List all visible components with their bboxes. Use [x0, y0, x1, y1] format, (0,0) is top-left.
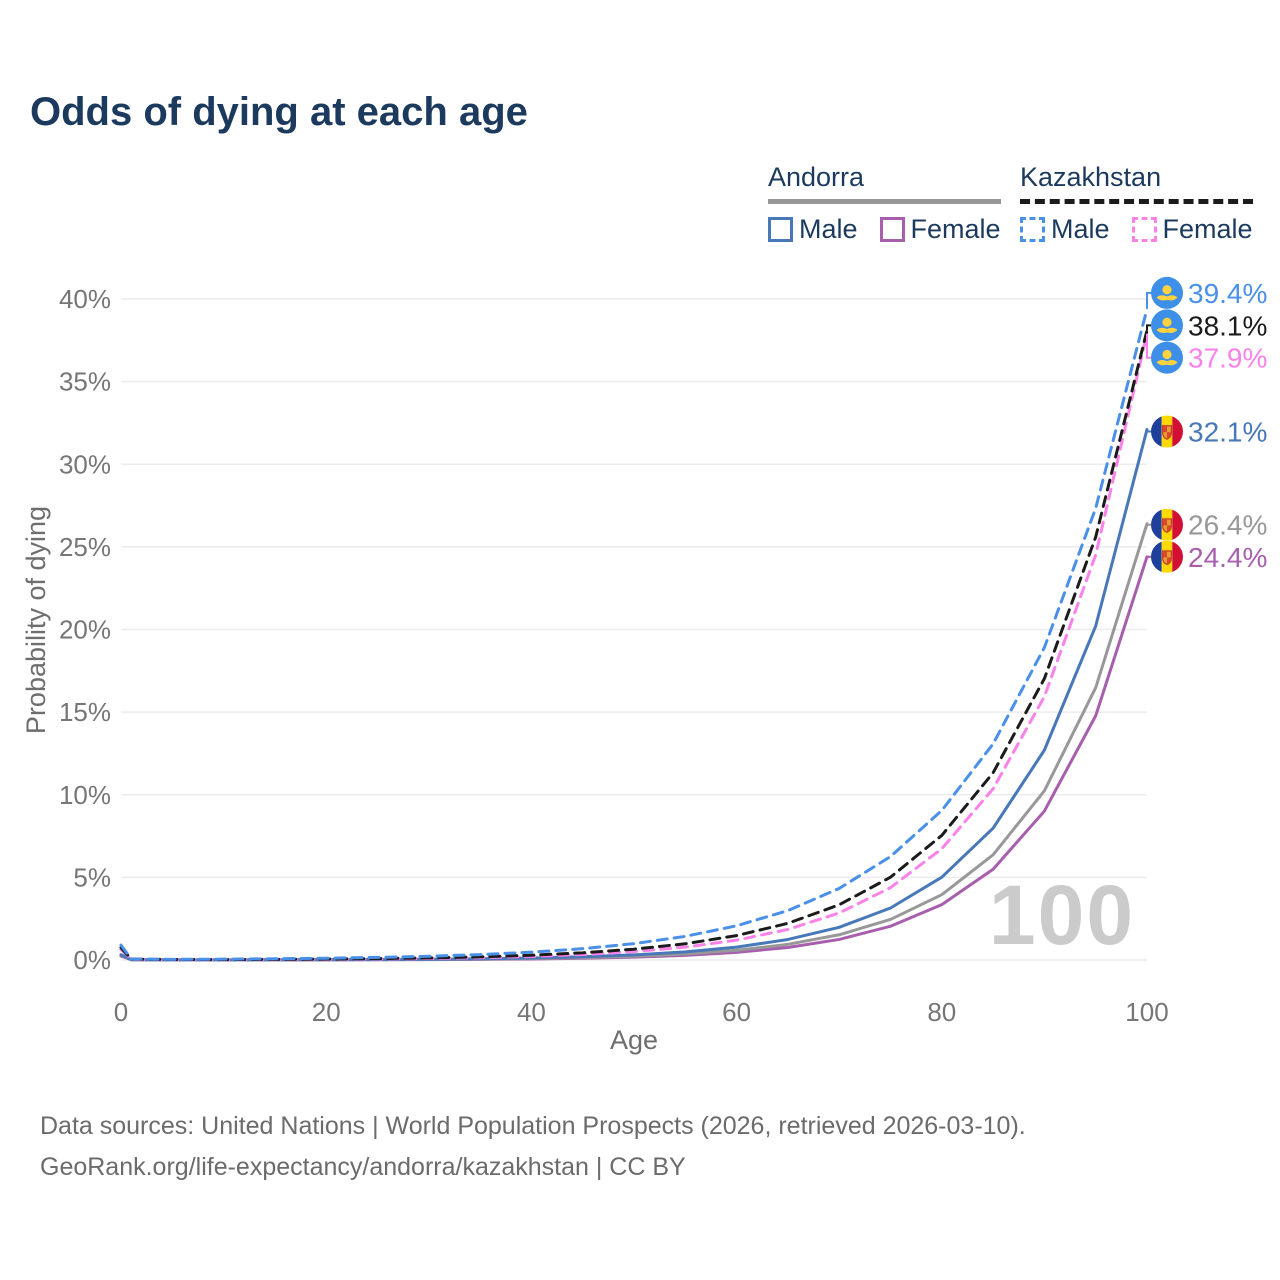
- legend-country-name: Kazakhstan: [1020, 162, 1162, 192]
- legend-item-label: Female: [910, 214, 1001, 244]
- kz-flag-icon: [1151, 276, 1183, 309]
- series-line-kazakhstan-male: [119, 307, 1149, 961]
- age-watermark: 100: [989, 868, 1135, 962]
- y-tick-label: 0%: [73, 945, 111, 975]
- x-tick-label: 40: [517, 997, 546, 1027]
- end-value-label-andorra-female: 24.4%: [1188, 542, 1267, 573]
- leader-line-kazakhstan-both: [1146, 324, 1151, 331]
- andorra-female-swatch-icon: [879, 217, 905, 242]
- y-tick-label: 15%: [59, 697, 111, 727]
- kz-flag-icon: [1151, 309, 1183, 342]
- ad-flag-icon: [1151, 416, 1183, 448]
- plot-area: 0% 5% 10% 15% 20% 25% 30% 35% 40% 0 20 40 60 80 100 39.…: [59, 276, 1267, 1027]
- legend-item-kazakhstan-male: Male: [1020, 214, 1110, 245]
- kazakhstan-female-swatch-icon: [1131, 217, 1157, 242]
- andorra-male-swatch-icon: [768, 217, 793, 242]
- y-tick-label: 25%: [59, 532, 111, 562]
- x-tick-label: 80: [927, 997, 956, 1027]
- y-tick-label: 35%: [59, 367, 111, 397]
- legend-item-andorra-female: Female: [879, 214, 1001, 245]
- legend-group-andorra: Andorra Male Female: [768, 162, 1001, 245]
- y-tick-label: 5%: [73, 862, 111, 892]
- x-tick-label: 20: [312, 997, 341, 1027]
- y-tick-label: 40%: [59, 284, 111, 314]
- end-value-label-kazakhstan-male: 39.4%: [1188, 278, 1267, 309]
- ad-flag-icon: [1151, 541, 1183, 573]
- y-tick-label: 30%: [59, 449, 111, 479]
- legend-group-kazakhstan: Kazakhstan Male Female: [1020, 162, 1253, 245]
- end-value-label-kazakhstan-female: 37.9%: [1188, 343, 1267, 374]
- x-axis-title: Age: [610, 1025, 658, 1055]
- y-tick-label: 10%: [59, 780, 111, 810]
- data-source-attribution: Data sources: United Nations | World Pop…: [40, 1106, 1026, 1188]
- legend-item-kazakhstan-female: Female: [1131, 214, 1253, 245]
- andorra-line-style-sample: [768, 199, 1001, 204]
- leader-line-kazakhstan-male: [1146, 291, 1151, 309]
- y-tick-label: 20%: [59, 615, 111, 645]
- x-tick-label: 100: [1125, 997, 1168, 1027]
- kz-flag-icon: [1151, 341, 1183, 374]
- end-value-label-andorra-both: 26.4%: [1188, 510, 1267, 541]
- series-line-kazakhstan-both: [119, 328, 1149, 962]
- leader-line-kazakhstan-female: [1146, 333, 1151, 359]
- legend-item-label: Male: [1051, 214, 1110, 244]
- leader-line-andorra-male: [1146, 429, 1151, 433]
- legend-item-label: Female: [1162, 214, 1253, 244]
- data-source-line: Data sources: United Nations | World Pop…: [40, 1112, 1026, 1140]
- ad-flag-icon: [1151, 509, 1183, 541]
- end-value-label-andorra-male: 32.1%: [1188, 417, 1267, 448]
- legend-country-name: Andorra: [768, 162, 865, 192]
- x-tick-label: 0: [114, 997, 128, 1027]
- series-line-kazakhstan-female: [119, 332, 1149, 962]
- y-axis-title: Probability of dying: [21, 506, 51, 734]
- source-url-line: GeoRank.org/life-expectancy/andorra/kaza…: [40, 1153, 686, 1181]
- end-value-label-kazakhstan-both: 38.1%: [1188, 310, 1267, 341]
- kazakhstan-male-swatch-icon: [1020, 217, 1045, 242]
- legend-item-andorra-male: Male: [768, 214, 858, 245]
- page-title: Odds of dying at each age: [30, 90, 528, 134]
- x-tick-label: 60: [722, 997, 751, 1027]
- leader-line-andorra-both: [1146, 523, 1151, 526]
- legend-item-label: Male: [799, 214, 858, 244]
- kazakhstan-line-style-sample: [1020, 199, 1253, 204]
